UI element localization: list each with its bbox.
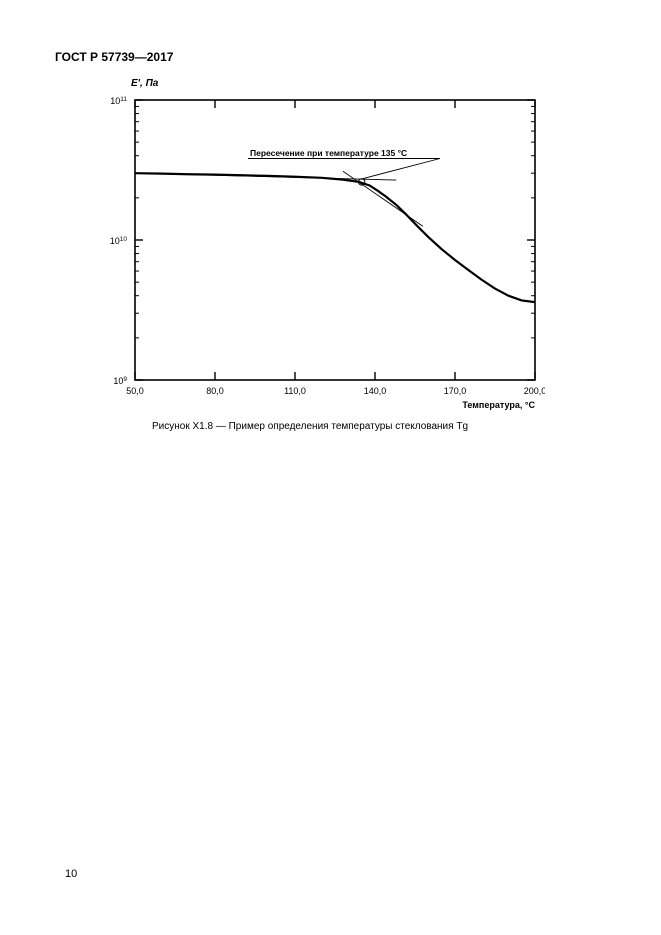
svg-text:Пересечение при температуре 13: Пересечение при температуре 135 °С bbox=[250, 148, 407, 158]
svg-text:80,0: 80,0 bbox=[206, 386, 224, 396]
svg-text:140,0: 140,0 bbox=[364, 386, 387, 396]
svg-text:170,0: 170,0 bbox=[444, 386, 467, 396]
document-header: ГОСТ Р 57739—2017 bbox=[55, 50, 606, 64]
svg-text:50,0: 50,0 bbox=[126, 386, 144, 396]
tg-chart: 1091010101150,080,0110,0140,0170,0200,0E… bbox=[75, 70, 545, 415]
svg-text:Температура, °С: Температура, °С bbox=[462, 400, 535, 410]
page-number: 10 bbox=[65, 868, 77, 880]
svg-text:E', Па: E', Па bbox=[131, 78, 159, 89]
svg-text:200,0: 200,0 bbox=[524, 386, 545, 396]
svg-text:110,0: 110,0 bbox=[284, 386, 306, 396]
figure-container: 1091010101150,080,0110,0140,0170,0200,0E… bbox=[75, 70, 545, 432]
figure-caption: Рисунок X1.8 — Пример определения темпер… bbox=[75, 421, 545, 432]
